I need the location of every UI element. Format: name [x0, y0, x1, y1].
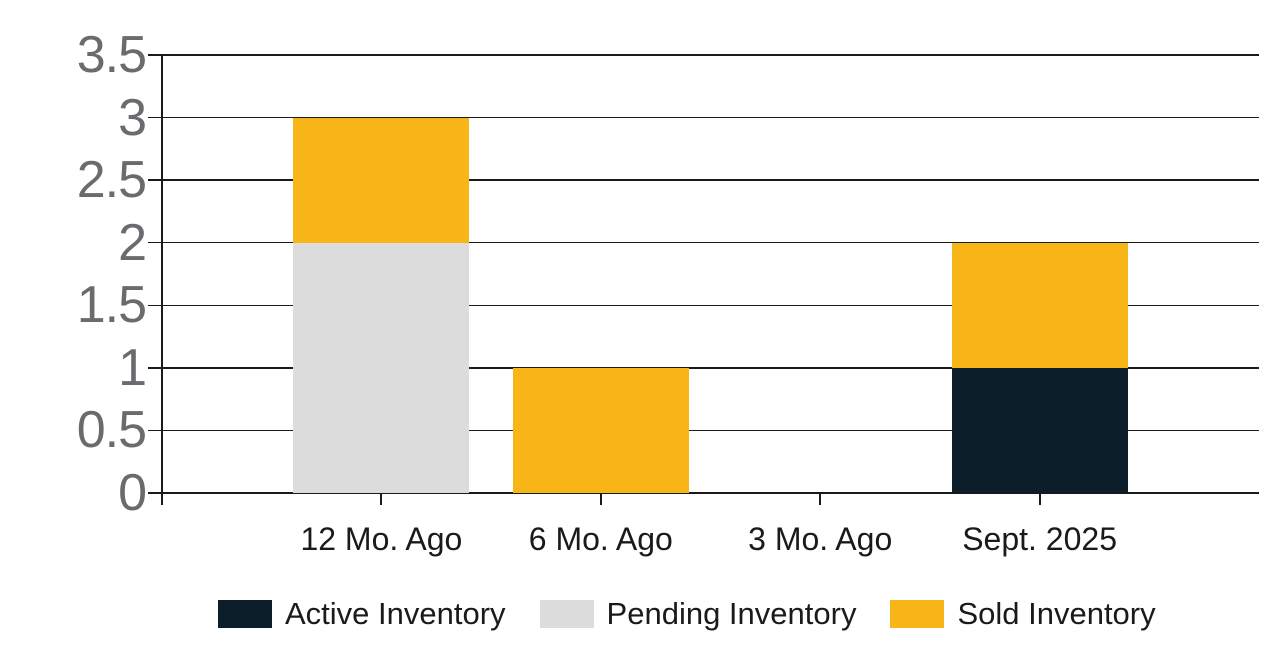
gridline [148, 429, 1259, 432]
x-axis-tick [819, 493, 822, 505]
legend-swatch-active-inventory [218, 600, 272, 628]
bar-segment-sept-2025-active-inventory [951, 367, 1128, 493]
x-axis-tick [1038, 493, 1041, 505]
bar-segment-sept-2025-sold-inventory [951, 242, 1128, 368]
y-tick-label: 1.5 [76, 276, 147, 335]
x-tick-label-6-mo-ago: 6 Mo. Ago [528, 521, 673, 557]
y-tick-label: 2.5 [76, 151, 147, 210]
bar-segment-12-mo-ago-pending-inventory [293, 242, 470, 493]
gridline [148, 241, 1259, 244]
y-tick-label: 2 [118, 213, 147, 272]
x-axis-line [148, 492, 1259, 494]
legend-label-pending-inventory: Pending Inventory [606, 596, 857, 631]
gridline [148, 179, 1259, 181]
gridline [148, 304, 1259, 307]
x-axis-tick [380, 493, 383, 505]
gridline [148, 54, 1259, 56]
y-tick-label: 0 [118, 464, 147, 522]
bar-segment-12-mo-ago-sold-inventory [293, 117, 470, 243]
y-axis-line [161, 55, 163, 505]
bar-segment-6-mo-ago-sold-inventory [512, 367, 689, 493]
y-tick-label: 3.5 [76, 26, 147, 84]
y-tick-label: 1 [118, 338, 147, 397]
x-axis-tick [599, 493, 602, 505]
legend: Active Inventory Pending Inventory Sold In… [218, 596, 1156, 632]
gridline [148, 116, 1259, 119]
x-tick-label-12-mo-ago: 12 Mo. Ago [300, 521, 463, 557]
x-tick-label-3-mo-ago: 3 Mo. Ago [748, 521, 893, 557]
legend-item-sold-inventory: Sold Inventory [890, 596, 1156, 632]
legend-item-pending-inventory: Pending Inventory [539, 596, 857, 632]
legend-swatch-pending-inventory [539, 600, 594, 628]
gridline [148, 367, 1259, 369]
legend-label-active-inventory: Active Inventory [285, 596, 506, 631]
x-tick-label-sept-2025: Sept. 2025 [962, 521, 1117, 557]
legend-label-sold-inventory: Sold Inventory [957, 596, 1156, 631]
plot-area [148, 54, 1259, 505]
legend-swatch-sold-inventory [890, 600, 945, 628]
y-tick-label: 3 [118, 88, 147, 147]
legend-item-active-inventory: Active Inventory [218, 596, 506, 632]
y-tick-label: 0.5 [76, 401, 147, 460]
